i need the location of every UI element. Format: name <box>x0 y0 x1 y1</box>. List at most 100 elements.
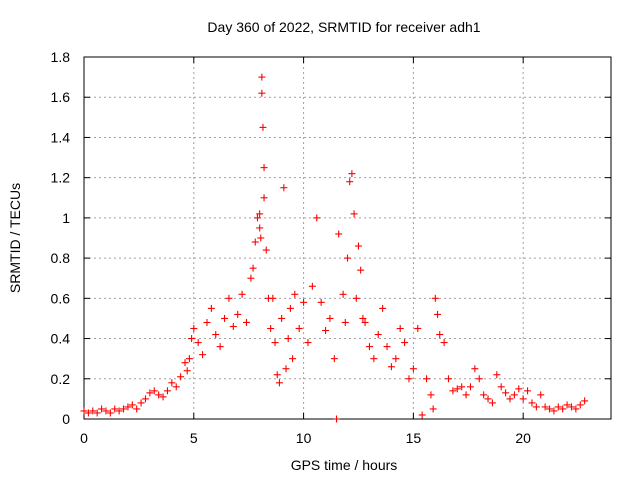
data-point <box>567 403 575 411</box>
x-axis-label: GPS time / hours <box>291 457 398 473</box>
data-point <box>124 403 132 411</box>
data-point <box>510 391 518 399</box>
data-point <box>188 335 196 343</box>
data-point <box>177 373 185 381</box>
data-point <box>133 405 141 413</box>
data-point <box>137 399 145 407</box>
data-point <box>247 274 255 282</box>
data-point <box>159 393 167 401</box>
data-point <box>286 304 294 312</box>
data-point <box>365 343 373 351</box>
data-point <box>141 395 149 403</box>
data-point <box>115 407 123 415</box>
data-point <box>258 73 266 81</box>
data-point <box>515 385 523 393</box>
data-point <box>333 415 341 423</box>
y-tick-label: 0.2 <box>51 371 71 387</box>
data-point <box>317 298 325 306</box>
data-point <box>207 304 215 312</box>
data-point <box>497 383 505 391</box>
data-point <box>528 399 536 407</box>
data-point <box>493 371 501 379</box>
data-point <box>275 379 283 387</box>
data-point <box>155 391 163 399</box>
data-point <box>392 355 400 363</box>
data-point <box>550 407 558 415</box>
data-point <box>273 371 281 379</box>
data-point <box>462 391 470 399</box>
data-point <box>524 387 532 395</box>
y-tick-label: 0.8 <box>51 250 71 266</box>
data-point <box>359 314 367 322</box>
data-point <box>335 230 343 238</box>
data-point <box>267 325 275 332</box>
data-point <box>409 365 417 373</box>
data-point <box>431 294 439 302</box>
data-point <box>434 310 442 318</box>
data-point <box>291 290 299 298</box>
data-point <box>572 405 580 413</box>
data-point <box>225 294 233 302</box>
data-point <box>546 405 554 413</box>
data-point <box>278 314 286 322</box>
data-point <box>379 304 387 312</box>
data-point <box>258 89 266 97</box>
y-axis-label: SRMTID / TECUs <box>7 183 23 293</box>
data-point <box>466 383 474 391</box>
data-point <box>256 210 264 218</box>
data-point <box>256 224 264 232</box>
data-point <box>257 234 265 242</box>
data-point <box>502 389 510 397</box>
data-point <box>313 214 321 222</box>
data-point <box>348 170 356 178</box>
data-point <box>352 294 360 302</box>
data-point <box>480 391 488 399</box>
data-point <box>289 355 297 363</box>
y-tick-label: 0.4 <box>51 331 71 347</box>
data-point <box>401 339 409 347</box>
data-point <box>440 339 448 347</box>
data-point <box>102 407 110 415</box>
data-point <box>341 318 349 326</box>
data-point <box>234 310 242 318</box>
data-point <box>221 314 229 322</box>
data-point <box>436 331 444 339</box>
data-points <box>80 73 589 423</box>
y-tick-label: 1 <box>62 210 70 226</box>
data-point <box>253 214 261 222</box>
data-point <box>259 123 267 131</box>
data-point <box>111 405 119 413</box>
data-point <box>84 409 92 417</box>
data-point <box>271 339 279 347</box>
data-point <box>361 318 369 326</box>
data-point <box>370 355 378 363</box>
data-point <box>581 397 589 405</box>
data-point <box>383 343 391 351</box>
data-point <box>414 325 422 332</box>
data-point <box>183 367 191 375</box>
data-point <box>168 379 176 387</box>
data-point <box>106 409 114 417</box>
y-tick-label: 1.4 <box>51 129 71 145</box>
data-point <box>346 178 354 186</box>
data-point <box>405 375 413 383</box>
data-point <box>453 385 461 393</box>
data-point <box>238 290 246 298</box>
data-point <box>251 238 259 246</box>
data-point <box>280 184 288 192</box>
data-point <box>423 375 431 383</box>
data-point <box>354 242 362 250</box>
data-point <box>163 387 171 395</box>
data-point <box>199 351 207 359</box>
data-point <box>304 339 312 347</box>
data-point <box>203 318 211 326</box>
x-tick-label: 15 <box>406 430 422 446</box>
data-point <box>326 314 334 322</box>
data-point <box>427 391 435 399</box>
data-point <box>559 405 567 413</box>
data-point <box>190 325 198 332</box>
data-point <box>260 164 268 172</box>
data-point <box>374 331 382 339</box>
data-point <box>249 264 257 272</box>
